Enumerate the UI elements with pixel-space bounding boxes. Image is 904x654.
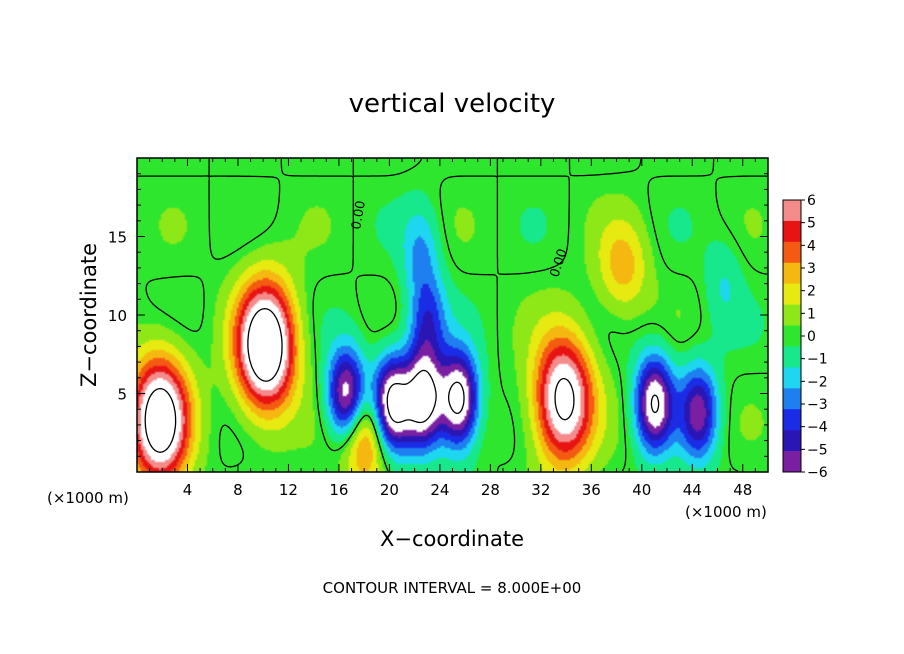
colorbar-tick-label: −3: [807, 397, 828, 413]
y-tick-label: 5: [117, 386, 127, 404]
colorbar-tick-label: −1: [807, 352, 828, 368]
colorbar-swatch: [783, 283, 801, 305]
x-tick-label: 20: [380, 481, 399, 499]
colorbar-tick-label: 2: [807, 284, 816, 300]
x-tick-label: 12: [279, 481, 298, 499]
colorbar-tick-label: −2: [807, 374, 828, 390]
colorbar-swatch: [783, 367, 801, 389]
colorbar-swatch: [783, 262, 801, 284]
tick-marks: [137, 158, 768, 472]
contour-zero: [138, 158, 768, 472]
colorbar-swatch: [783, 451, 801, 473]
contour-label: 0.00: [349, 200, 369, 231]
x-tick-label: 48: [733, 481, 752, 499]
x-tick-labels: 4 8 12 16 20 24 28 32 36 40 44 48: [183, 481, 753, 499]
heatmap-image: [137, 158, 768, 472]
colorbar-swatch: [783, 346, 801, 368]
x-tick-label: 36: [582, 481, 601, 499]
contour-negative: [386, 369, 660, 424]
y-axis-label: Z−coordinate: [77, 243, 101, 387]
colorbar-swatch: [783, 388, 801, 410]
colorbar-swatch: [783, 220, 801, 243]
y-tick-label: 10: [108, 307, 127, 325]
colorbar-swatch: [783, 241, 801, 264]
colorbar-swatch: [783, 430, 801, 452]
y-tick-label: 15: [108, 229, 127, 247]
contour-interval-note: CONTOUR INTERVAL = 8.000E+00: [323, 579, 582, 597]
heatmap-field: [137, 158, 768, 472]
colorbar-swatch: [783, 325, 801, 347]
x-tick-label: 40: [632, 481, 651, 499]
x-tick-label: 16: [329, 481, 348, 499]
contour-lines: [138, 158, 768, 472]
colorbar-tick-label: 0: [807, 329, 816, 345]
x-tick-label: 24: [430, 481, 449, 499]
x-tick-label: 28: [481, 481, 500, 499]
x-unit-right: (×1000 m): [685, 503, 767, 521]
y-tick-labels: 5 10 15: [108, 229, 127, 404]
colorbar-tick-label: −6: [807, 465, 828, 481]
chart-title: vertical velocity: [349, 89, 556, 119]
colorbar-tick-label: −4: [807, 420, 828, 436]
colorbar-tick-label: 1: [807, 306, 816, 322]
contour-positive: [144, 308, 575, 453]
colorbar-swatch: [783, 304, 801, 326]
x-unit-left: (×1000 m): [47, 489, 129, 507]
colorbar: 6 5 4 3 2 1 0 −1 −2 −3 −4 −5 −6: [782, 193, 828, 481]
colorbar-tick-label: 3: [807, 261, 816, 277]
colorbar-tick-label: −5: [807, 442, 828, 458]
colorbar-tick-label: 5: [807, 216, 816, 232]
x-tick-label: 44: [683, 481, 702, 499]
colorbar-tick-label: 6: [807, 193, 816, 209]
x-axis-label: X−coordinate: [380, 527, 524, 551]
colorbar-tick-label: 4: [807, 238, 816, 254]
x-tick-label: 32: [531, 481, 550, 499]
colorbar-swatch: [783, 200, 801, 222]
x-tick-label: 8: [233, 481, 243, 499]
x-tick-label: 4: [183, 481, 193, 499]
colorbar-swatch: [783, 409, 801, 431]
